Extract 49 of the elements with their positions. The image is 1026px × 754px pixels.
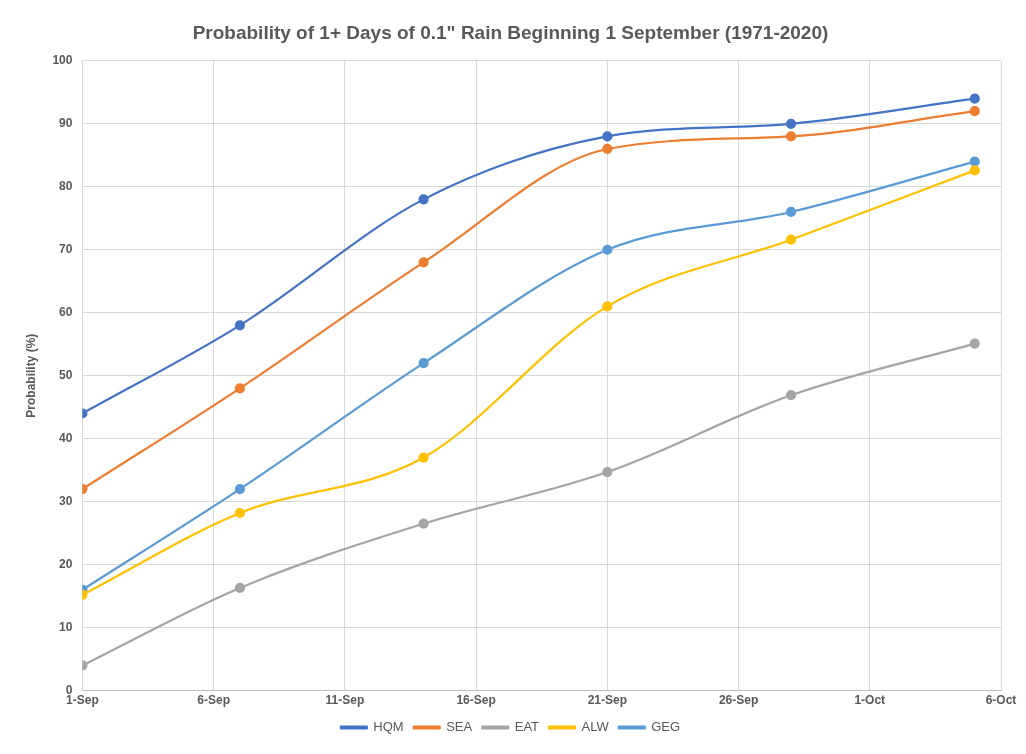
x-tick-label: 26-Sep [718,693,759,708]
point [785,131,797,142]
point [602,244,613,255]
y-tick-label: 60 [59,305,73,320]
point [785,206,797,218]
point [234,582,245,594]
point [785,234,797,245]
point [418,194,429,205]
point [602,131,613,142]
y-axis-title: Probability (%) [23,333,38,418]
point [785,390,797,401]
y-tick-label: 70 [59,242,73,257]
y-tick-label: 50 [59,368,73,383]
point [969,93,980,104]
point [602,143,613,155]
legend-label: HQM [373,719,404,735]
legend-label: GEG [651,719,681,735]
point [602,466,613,478]
point [418,257,429,268]
point [969,106,980,117]
y-tick-label: 100 [52,53,73,68]
x-tick-label: 1-Oct [854,693,886,708]
point [969,165,980,176]
x-tick-label: 11-Sep [325,693,365,708]
point [234,320,245,331]
y-tick-label: 10 [59,619,73,634]
point [969,156,980,167]
legend-label: EAT [514,719,540,735]
y-tick-label: 80 [59,179,73,194]
y-tick-label: 20 [59,556,73,571]
y-tick-label: 90 [59,116,73,131]
point [234,383,245,394]
x-tick-label: 21-Sep [587,693,627,708]
point [418,452,429,463]
x-tick-label: 6-Sep [197,693,230,708]
point [602,301,613,312]
point [969,338,980,349]
point [785,118,797,129]
x-tick-label: 16-Sep [456,693,496,708]
point [418,358,429,369]
point [418,518,429,529]
y-tick-label: 40 [59,430,73,445]
legend-label: SEA [446,719,473,735]
point [234,483,245,495]
y-tick-label: 30 [59,493,73,508]
point [234,507,245,519]
legend-label: ALW [581,719,610,735]
chart-title: Probability of 1+ Days of 0.1" Rain Beginning 1 September (1971-2020) [192,21,829,43]
x-tick-label: 6-Oct [985,693,1017,708]
